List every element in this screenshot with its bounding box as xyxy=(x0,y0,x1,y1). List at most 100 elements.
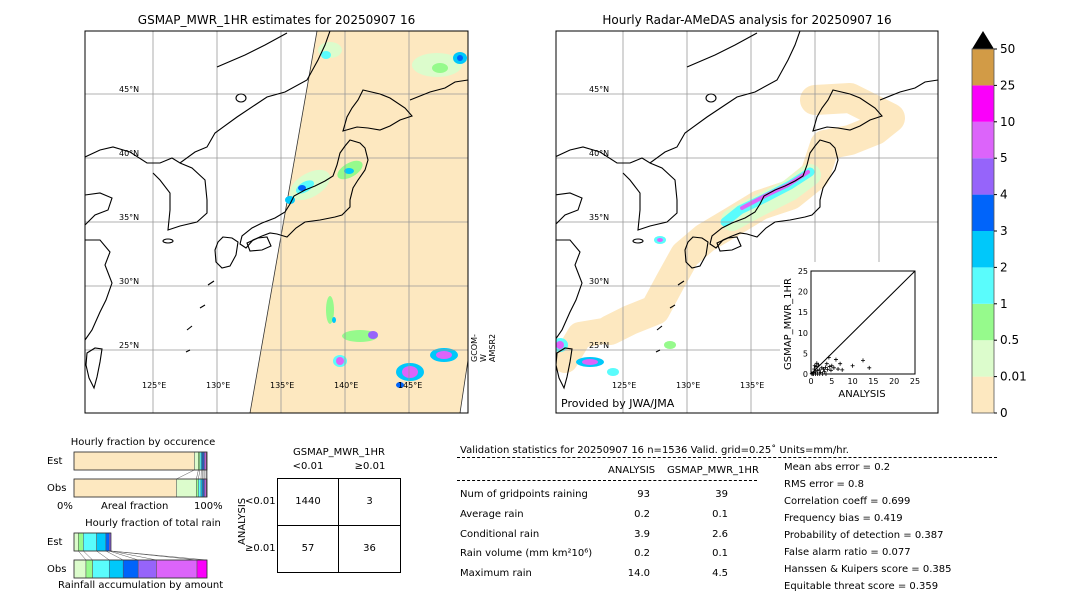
stat-label: Conditional rain xyxy=(460,529,540,540)
scatter-point xyxy=(836,367,841,372)
colorbar-swatch xyxy=(972,194,994,231)
colorbar-swatch xyxy=(972,267,994,304)
rain-blobs-estimate xyxy=(285,42,467,388)
stats-header: Validation statistics for 20250907 16 n=… xyxy=(460,445,849,456)
stat-analysis: 3.9 xyxy=(634,529,650,540)
score: Equitable threat score = 0.359 xyxy=(784,581,939,592)
lon-label: 145°E xyxy=(398,381,423,390)
colorbar-label: 0.01 xyxy=(1000,370,1027,384)
col-label: ≥0.01 xyxy=(354,461,386,472)
scatter-point xyxy=(824,361,829,366)
scatter-point xyxy=(813,369,818,374)
scatter-point xyxy=(867,365,872,370)
score: Probability of detection = 0.387 xyxy=(784,530,944,541)
score: Frequency bias = 0.419 xyxy=(784,513,903,524)
scatter-point xyxy=(829,363,834,368)
sensor-name: AMSR2 xyxy=(488,333,497,362)
stat-label: Rain volume (mm km²10⁶) xyxy=(460,548,593,559)
scatter-point xyxy=(815,368,820,373)
stat-label: Average rain xyxy=(460,509,524,520)
colorbar-label: 25 xyxy=(1000,78,1015,92)
colorbar: 0 0.01 0.5 1 2 3 4 5 10 25 50 xyxy=(971,31,1027,420)
stat-analysis: 93 xyxy=(637,489,650,500)
lon-label: 135°E xyxy=(740,381,765,390)
colorbar-swatch xyxy=(972,158,994,195)
lat-label: 30°N xyxy=(589,277,610,286)
occ-est-label: Est xyxy=(47,456,63,467)
colorbar-swatch xyxy=(972,85,994,122)
lat-label: 45°N xyxy=(589,85,610,94)
lon-label: 140°E xyxy=(334,381,359,390)
stat-gsmap: 4.5 xyxy=(712,568,728,579)
contingency-table: 1440 3 57 36 xyxy=(277,478,401,573)
lat-label: 45°N xyxy=(119,85,140,94)
stat-analysis: 0.2 xyxy=(634,509,650,520)
colorbar-label: 2 xyxy=(1000,260,1008,274)
rainfrac-title: Hourly fraction of total rain xyxy=(85,518,221,529)
colorbar-label: 0.5 xyxy=(1000,333,1019,347)
left-map-title: GSMAP_MWR_1HR estimates for 20250907 16 xyxy=(137,13,416,27)
colorbar-label: 3 xyxy=(1000,224,1008,238)
colorbar-swatch xyxy=(972,376,994,413)
left-map-frame xyxy=(84,30,469,414)
scatter-point xyxy=(812,367,817,372)
contingency-title: GSMAP_MWR_1HR xyxy=(293,447,385,458)
lon-label: 135°E xyxy=(270,381,295,390)
stat-gsmap: 39 xyxy=(715,489,728,500)
row-label: <0.01 xyxy=(245,496,276,507)
stat-analysis: 0.2 xyxy=(634,548,650,559)
colorbar-label: 50 xyxy=(1000,42,1015,56)
divider xyxy=(457,480,757,481)
cell: 1440 xyxy=(278,479,339,526)
score: RMS error = 0.8 xyxy=(784,479,864,490)
left-map xyxy=(85,31,468,413)
scatter-point xyxy=(812,363,817,368)
scatter-point xyxy=(827,364,832,369)
scatter-point xyxy=(817,367,822,372)
scatter-point xyxy=(850,363,855,368)
scatter-point xyxy=(828,368,833,373)
rain-obs-label: Obs xyxy=(47,564,67,575)
col-header-analysis: ANALYSIS xyxy=(608,465,656,476)
scatter-point xyxy=(823,365,828,370)
occ-tick-100: 100% xyxy=(194,501,223,512)
x-tick-label: 5 xyxy=(829,377,834,386)
colorbar-extend-arrow xyxy=(972,31,994,49)
y-tick-label: 20 xyxy=(798,288,808,297)
rainfrac-xlabel: Rainfall accumulation by amount xyxy=(58,580,224,591)
colorbar-swatch xyxy=(972,49,994,86)
score: Hanssen & Kuipers score = 0.385 xyxy=(784,564,952,575)
stat-analysis: 14.0 xyxy=(627,568,650,579)
scatter-point xyxy=(823,372,828,376)
cell: 36 xyxy=(363,543,376,555)
colorbar-label: 5 xyxy=(1000,151,1008,165)
col-label: <0.01 xyxy=(292,461,324,472)
scatter-point xyxy=(814,361,819,366)
y-tick-label: 10 xyxy=(798,329,808,338)
colorbar-label: 0 xyxy=(1000,406,1008,420)
y-tick-label: 5 xyxy=(803,349,808,358)
x-tick-label: 20 xyxy=(889,377,899,386)
x-tick-label: 15 xyxy=(868,377,878,386)
scatter-point xyxy=(861,358,865,363)
lat-label: 40°N xyxy=(119,149,140,158)
scatter-point xyxy=(825,367,830,372)
scatter-point xyxy=(831,365,836,370)
scatter-point xyxy=(826,355,831,360)
cell: 57 xyxy=(278,525,339,572)
x-tick-label: 25 xyxy=(910,377,920,386)
colorbar-swatch xyxy=(972,340,994,377)
lat-label: 25°N xyxy=(119,341,140,350)
cell: 3 xyxy=(339,479,400,526)
lon-label: 125°E xyxy=(612,381,637,390)
stat-gsmap: 0.1 xyxy=(712,548,728,559)
lat-label: 35°N xyxy=(119,213,140,222)
score: Correlation coeff = 0.699 xyxy=(784,496,911,507)
scatter-ylabel: GSMAP_MWR_1HR xyxy=(783,278,794,370)
y-tick-label: 15 xyxy=(798,308,808,317)
score: Mean abs error = 0.2 xyxy=(784,462,891,473)
colorbar-label: 4 xyxy=(1000,188,1008,202)
colorbar-swatch xyxy=(972,121,994,159)
credit-text: Provided by JWA/JMA xyxy=(561,397,675,410)
